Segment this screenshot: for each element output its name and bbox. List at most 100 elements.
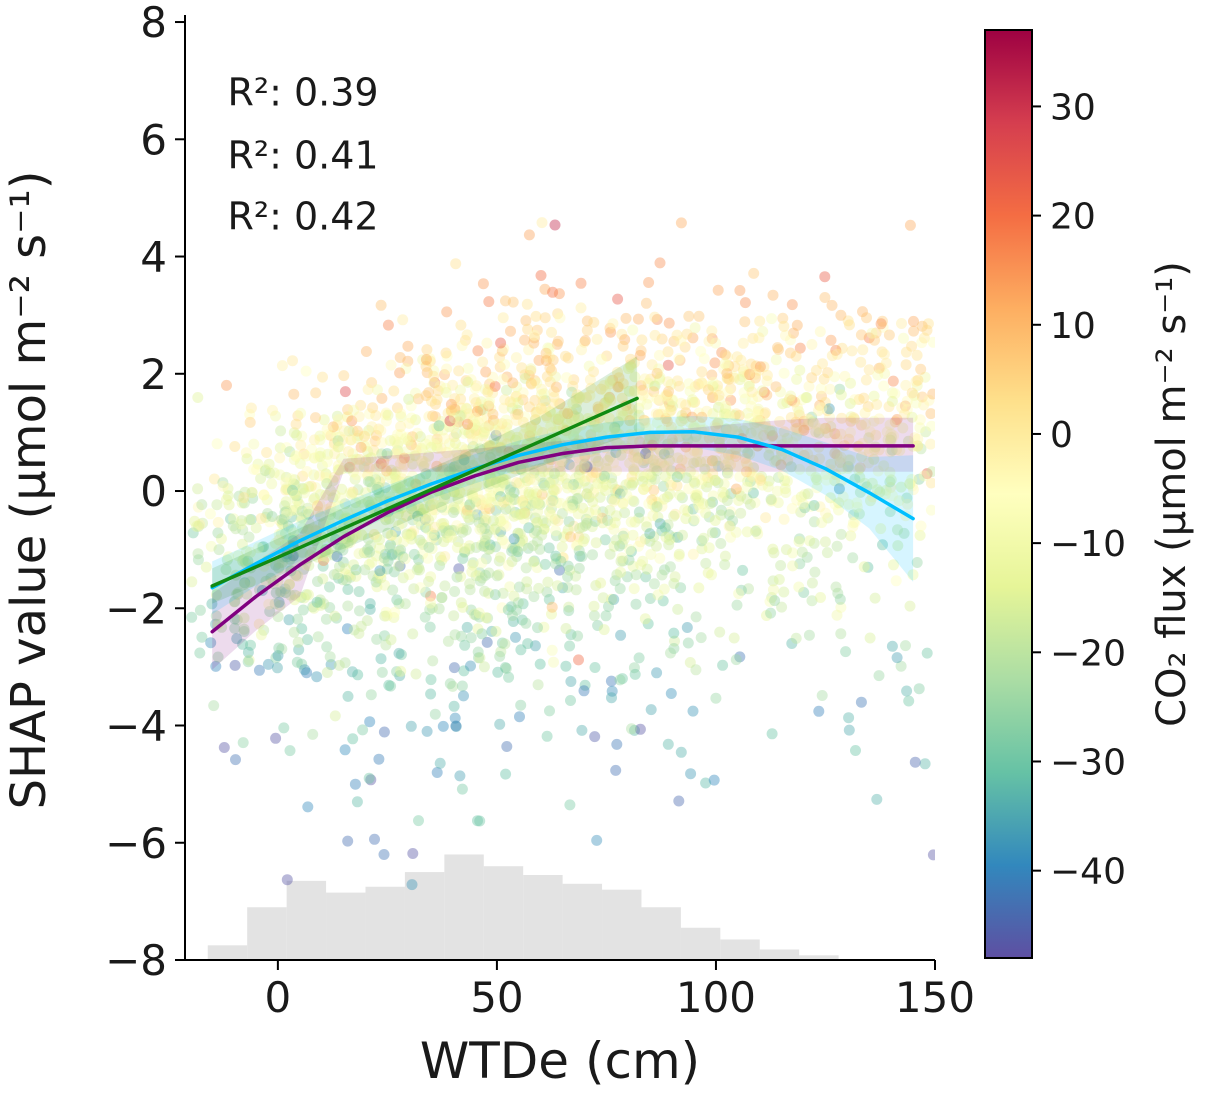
scatter-point [708,381,720,393]
scatter-point [505,601,517,613]
scatter-point [583,491,595,503]
scatter-point [642,618,654,630]
scatter-point [317,560,329,572]
scatter-point [435,442,447,454]
scatter-point [466,566,478,578]
wtde-histogram [207,854,839,960]
scatter-point [825,334,837,346]
scatter-point [668,643,680,654]
scatter-point [742,407,754,419]
scatter-point [291,429,303,441]
scatter-point [854,462,866,474]
scatter-point [538,388,550,400]
scatter-point [744,476,756,487]
scatter-point [675,217,687,229]
scatter-point [274,586,286,598]
scatter-point [856,419,867,431]
scatter-point [314,447,326,459]
scatter-point [261,447,273,458]
scatter-point [588,487,599,499]
scatter-point [502,431,514,443]
scatter-point [221,379,232,391]
scatter-point [253,618,265,630]
scatter-point [645,549,657,560]
scatter-point [696,478,708,490]
scatter-point [662,359,674,371]
scatter-point [766,313,778,325]
scatter-point [530,310,542,322]
scatter-point [561,528,573,540]
scatter-point [643,434,655,446]
scatter-point [629,516,641,528]
scatter-point [312,576,323,587]
scatter-point [513,581,525,593]
scatter-point [758,408,770,420]
scatter-point [564,564,576,576]
scatter-point [634,470,646,482]
scatter-point [346,454,358,466]
scatter-point [750,425,762,437]
scatter-point [680,513,692,525]
scatter-point [789,396,801,408]
scatter-point [609,517,621,529]
scatter-point [590,537,602,549]
scatter-point [868,415,880,427]
scatter-point [451,487,463,499]
scatter-point [650,463,662,475]
scatter-point [508,590,520,602]
scatter-point [550,371,561,383]
scatter-point [521,298,533,310]
scatter-point [665,688,677,699]
scatter-point [669,531,681,543]
scatter-point [649,311,661,323]
scatter-point [285,473,296,485]
scatter-point [738,366,750,378]
scatter-point [448,431,460,443]
scatter-point [421,725,433,737]
scatter-point [291,495,303,506]
scatter-point [769,595,781,607]
scatter-point [529,640,541,652]
scatter-point [411,427,423,439]
scatter-point [328,437,340,449]
scatter-point [499,426,511,438]
scatter-point [492,666,504,678]
scatter-point [467,434,479,446]
x-axis-label: WTDe (cm) [420,1032,700,1090]
scatter-point [649,502,661,513]
scatter-point [388,385,400,397]
scatter-point [510,631,521,643]
scatter-point [484,478,496,490]
scatter-point [738,425,750,437]
scatter-point [468,393,480,405]
scatter-point [651,667,663,679]
scatter-point [539,312,551,324]
scatter-point [352,484,364,496]
scatter-point [700,507,712,519]
y-tick-label: −8 [105,936,167,985]
scatter-point [573,531,585,543]
scatter-point [290,449,302,461]
scatter-point [286,511,298,523]
scatter-point [530,414,541,425]
scatter-point [720,408,732,420]
scatter-point [843,712,855,724]
scatter-point [369,435,381,447]
scatter-point [588,366,599,378]
scatter-point [663,317,675,329]
scatter-point [811,482,823,494]
scatter-point [271,662,283,674]
scatter-point [237,737,249,749]
scatter-point [796,394,808,406]
scatter-point [544,506,556,518]
scatter-point [289,489,301,501]
scatter-point [562,352,574,364]
scatter-point [556,541,568,553]
scatter-point [919,758,931,770]
scatter-point [314,450,326,462]
scatter-point [441,447,453,459]
scatter-point [564,640,576,652]
scatter-point [510,415,522,426]
scatter-point [864,426,876,438]
scatter-point [873,670,885,682]
